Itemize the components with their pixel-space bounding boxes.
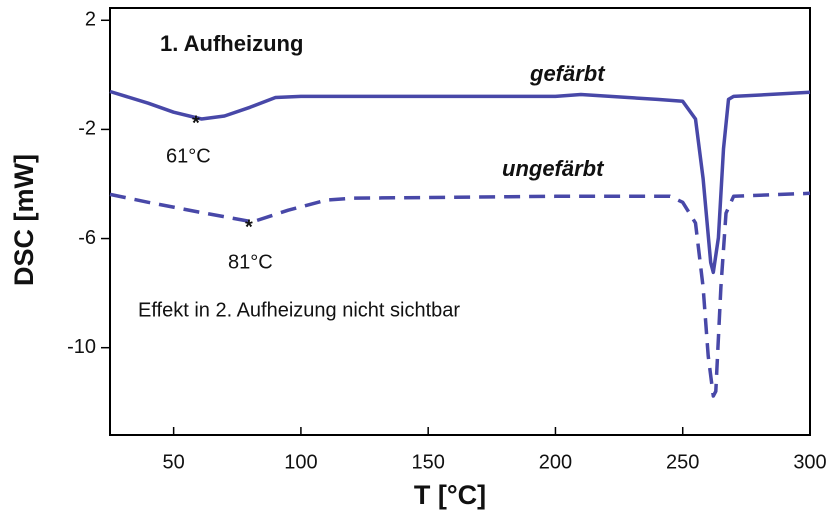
series-line	[109, 191, 811, 398]
annotation: Effekt in 2. Aufheizung nicht sichtbar	[138, 299, 460, 321]
annotation: 81°C	[228, 251, 273, 273]
annotation: *	[245, 216, 253, 238]
y-tick-label: -6	[78, 227, 96, 249]
y-axis-label: DSC [mW]	[9, 154, 39, 286]
x-tick-label: 200	[539, 451, 572, 473]
annotation: *	[192, 112, 200, 134]
x-tick-label: 300	[793, 451, 826, 473]
x-tick-label: 150	[411, 451, 444, 473]
x-axis-label: T [°C]	[414, 480, 486, 510]
y-tick-label: -10	[67, 336, 96, 358]
y-tick-label: 2	[85, 9, 96, 31]
series-label: gefärbt	[529, 61, 606, 86]
series-line	[109, 89, 811, 275]
x-tick-label: 100	[284, 451, 317, 473]
plot-frame	[109, 7, 811, 436]
series-label: ungefärbt	[502, 156, 605, 181]
y-tick-label: -2	[78, 118, 96, 140]
annotation: 1. Aufheizung	[160, 31, 303, 56]
x-tick-label: 50	[163, 451, 185, 473]
x-tick-label: 250	[666, 451, 699, 473]
annotation: 61°C	[166, 145, 211, 167]
